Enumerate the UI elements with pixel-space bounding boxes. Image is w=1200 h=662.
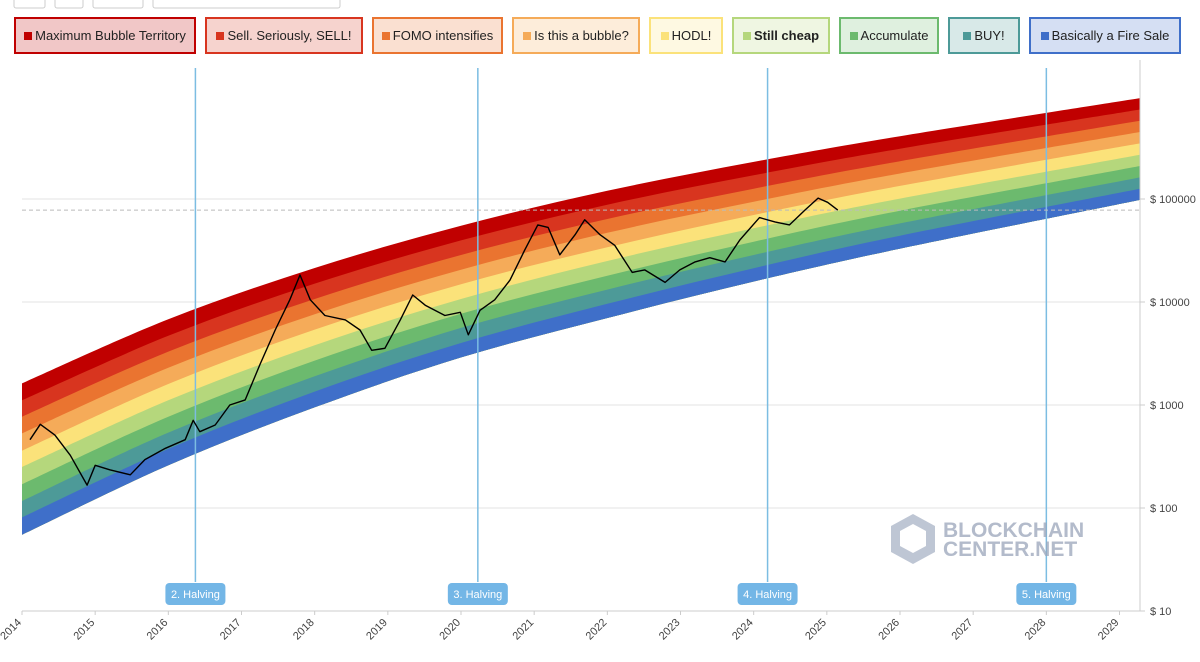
x-tick-label: 2019	[364, 617, 390, 643]
x-tick-label: 2016	[145, 617, 171, 643]
legend-swatch	[742, 31, 751, 40]
x-tick-label: 2021	[510, 617, 536, 643]
halving-badge	[1016, 583, 1077, 605]
x-tick-label: 2028	[1023, 617, 1049, 643]
legend-label: Basically a Fire Sale	[1051, 28, 1170, 43]
legend-label: Accumulate	[860, 28, 929, 43]
x-tick-label: 2018	[291, 617, 317, 643]
legend-swatch	[216, 31, 225, 40]
legend-item[interactable]: FOMO intensifies	[372, 17, 503, 54]
toolbar-fragments	[13, 0, 341, 9]
x-tick-label: 2029	[1096, 617, 1122, 643]
x-tick-label: 2023	[657, 617, 683, 643]
legend-swatch	[660, 31, 669, 40]
x-tick-label: 2020	[437, 617, 463, 643]
legend-item[interactable]: HODL!	[649, 17, 723, 54]
y-tick-label: $ 10	[1150, 606, 1171, 618]
x-tick-label: 2015	[71, 617, 97, 643]
x-tick-label: 2027	[950, 617, 976, 643]
legend-label: Maximum Bubble Territory	[35, 28, 186, 43]
halving-badge	[737, 583, 798, 605]
y-tick-label: $ 100000	[1150, 194, 1196, 206]
legend-swatch	[24, 31, 33, 40]
halving-label: 3. Halving	[453, 589, 502, 601]
x-tick-label: 2026	[876, 617, 902, 643]
legend-swatch	[1040, 31, 1049, 40]
y-tick-label: $ 1000	[1150, 400, 1184, 412]
halving-label: 5. Halving	[1022, 589, 1071, 601]
y-tick-label: $ 100	[1150, 503, 1178, 515]
price-line	[29, 197, 839, 486]
x-tick-label: 2014	[0, 617, 24, 643]
halving-label: 4. Halving	[743, 589, 792, 601]
watermark-text: BLOCKCHAIN	[943, 519, 1084, 542]
legend-item[interactable]: Accumulate	[839, 17, 939, 54]
legend-item[interactable]: Maximum Bubble Territory	[14, 17, 196, 54]
legend-item[interactable]: Is this a bubble?	[512, 17, 640, 54]
legend-swatch	[963, 31, 972, 40]
watermark-icon	[900, 524, 926, 553]
legend-item[interactable]: Sell. Seriously, SELL!	[205, 17, 363, 54]
legend-swatch	[523, 31, 532, 40]
legend-label: BUY!	[974, 28, 1005, 43]
legend-item[interactable]: BUY!	[948, 17, 1020, 54]
legend-item[interactable]: Still cheap	[732, 17, 830, 54]
legend-label: Sell. Seriously, SELL!	[227, 28, 352, 43]
legend-label: Is this a bubble?	[534, 28, 629, 43]
halving-label: 2. Halving	[171, 589, 220, 601]
x-tick-label: 2022	[584, 617, 610, 643]
y-tick-label: $ 10000	[1150, 297, 1190, 309]
legend-swatch	[849, 31, 858, 40]
legend-label: Still cheap	[753, 28, 820, 43]
legend-item[interactable]: Basically a Fire Sale	[1029, 17, 1181, 54]
watermark-text: CENTER.NET	[943, 538, 1077, 561]
legend-swatch	[381, 31, 390, 40]
x-tick-label: 2024	[730, 617, 756, 643]
x-tick-label: 2017	[218, 617, 244, 643]
x-tick-label: 2025	[803, 617, 829, 643]
legend-label: FOMO intensifies	[392, 28, 494, 43]
legend-label: HODL!	[671, 28, 712, 43]
halving-badge	[165, 583, 226, 605]
halving-badge	[447, 583, 508, 605]
